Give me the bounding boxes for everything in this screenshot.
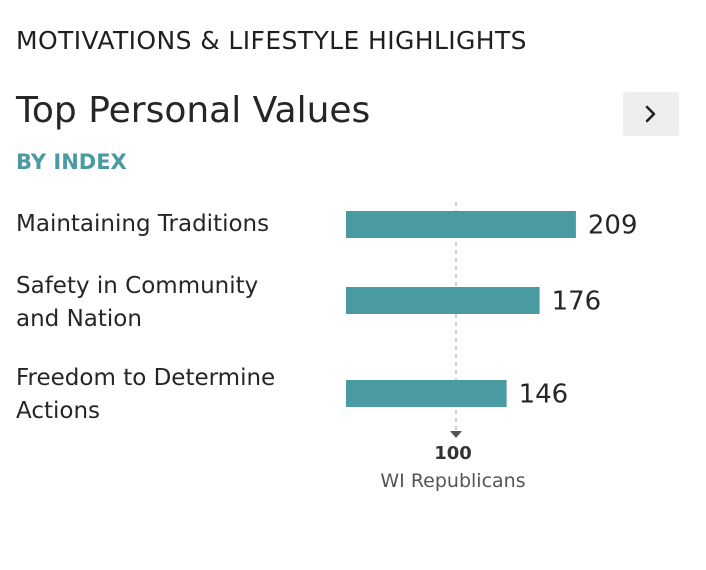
category-label-line: and Nation: [16, 306, 142, 332]
category-label: Maintaining Traditions: [16, 208, 336, 241]
chevron-right-icon: [645, 105, 656, 123]
category-label-line: Freedom to Determine: [16, 365, 276, 391]
category-label-line: Maintaining Traditions: [16, 211, 270, 237]
category-label: Safety in Community and Nation: [16, 270, 336, 336]
bar-value-label: 176: [552, 287, 602, 317]
category-label-line: Safety in Community: [16, 273, 259, 299]
bar-0: [346, 211, 576, 238]
bar-2: [346, 380, 507, 407]
reference-value-label: 100: [434, 443, 472, 464]
section-title: MOTIVATIONS & LIFESTYLE HIGHLIGHTS: [16, 26, 527, 55]
category-label: Freedom to Determine Actions: [16, 362, 336, 428]
card-title: Top Personal Values: [16, 90, 371, 131]
bar-value-label: 209: [588, 211, 638, 241]
bar-value-label: 146: [519, 380, 569, 410]
next-button[interactable]: [623, 92, 679, 136]
chart-subtitle: BY INDEX: [16, 150, 127, 174]
reference-caption: WI Republicans: [380, 470, 525, 492]
bar-1: [346, 287, 540, 314]
category-label-line: Actions: [16, 398, 101, 424]
reference-marker-icon: [450, 431, 462, 438]
